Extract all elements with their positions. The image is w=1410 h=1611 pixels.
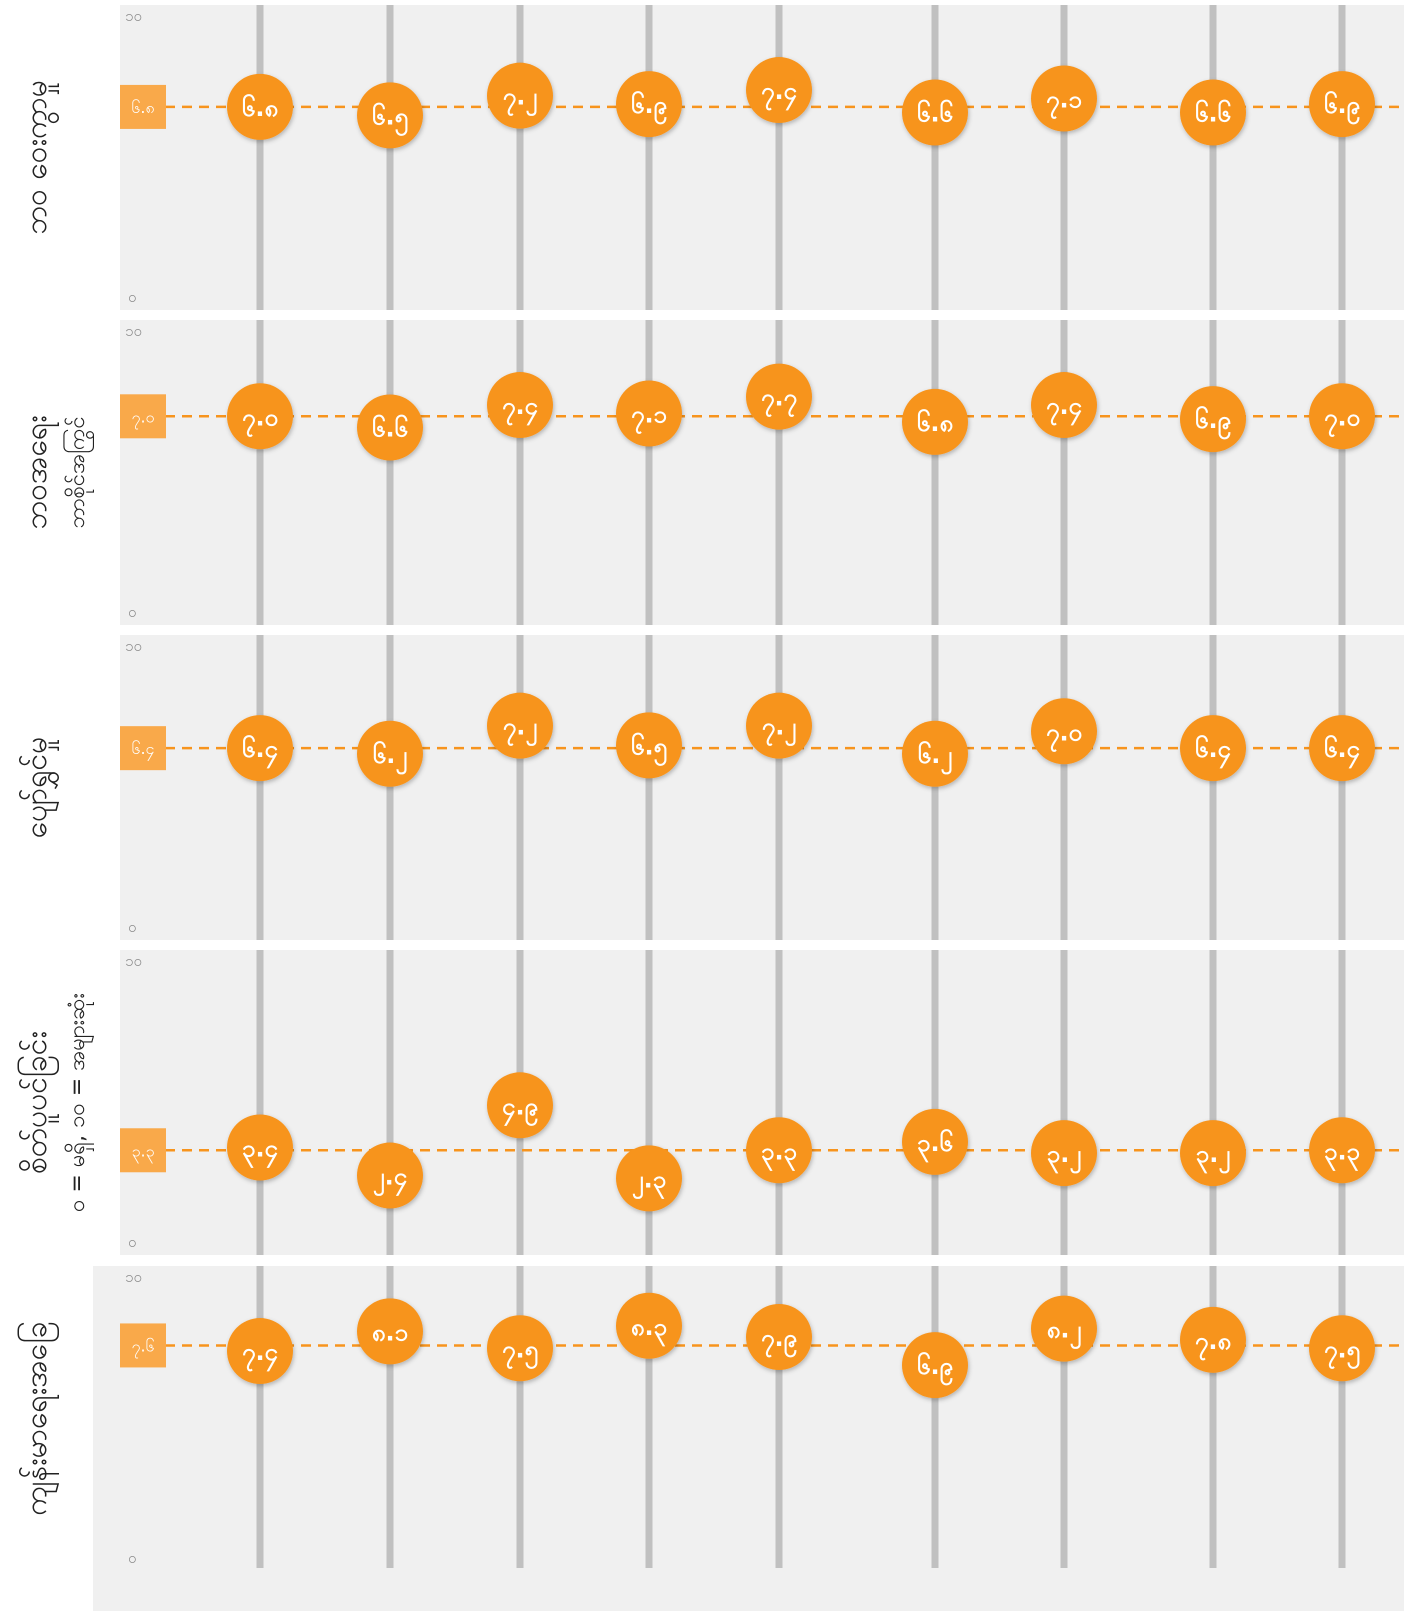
panel-background [120, 635, 1404, 940]
data-label: ၆.၆ [372, 414, 408, 443]
data-point [616, 1292, 682, 1359]
panel-background [120, 950, 1404, 1255]
data-label: ၆.၈ [242, 93, 278, 122]
average-badge [120, 1323, 166, 1368]
y-tick-min: ၀ [128, 603, 136, 621]
average-label: ၇.၀ [131, 407, 154, 429]
data-point [1180, 1120, 1246, 1187]
data-point [227, 1114, 293, 1181]
data-label: ၆.၆ [917, 99, 953, 128]
data-point [1031, 698, 1097, 765]
data-point [357, 1142, 423, 1209]
y-tick-max: ၁၀ [125, 1268, 142, 1286]
data-point [746, 57, 812, 124]
y-tick-max: ၁၀ [125, 952, 142, 970]
data-point [746, 1304, 812, 1371]
average-label: ၆.၈ [131, 98, 154, 117]
data-point [902, 1332, 968, 1399]
data-point [487, 62, 553, 129]
y-tick-min: ၀ [128, 1549, 136, 1567]
y-tick-min: ၀ [128, 918, 136, 936]
y-tick-max: ၁၀ [125, 322, 142, 340]
data-point [616, 1145, 682, 1212]
y-tick-max: ၁၀ [125, 7, 142, 25]
data-label: ၈.၁ [372, 1318, 408, 1346]
average-badge [120, 394, 166, 439]
average-badge [120, 84, 166, 129]
row-label: ဘဝ ဝေးကွာမှု [19, 80, 60, 235]
average-label: ၆.၄ [131, 739, 154, 761]
row-label: ဘဝအရေး [19, 415, 60, 529]
data-point [902, 720, 968, 787]
data-point [227, 715, 293, 782]
data-point [616, 380, 682, 447]
data-point [487, 372, 553, 439]
data-point [1031, 372, 1097, 439]
data-point [1180, 386, 1246, 453]
row-label: စိတ်ပူပင်ခြင်း [17, 1031, 60, 1174]
data-point [746, 1117, 812, 1184]
data-point [227, 1318, 293, 1385]
data-point [746, 363, 812, 430]
average-badge [120, 1128, 166, 1173]
data-point [1309, 383, 1375, 450]
row-label: ပျော်ရွှင်မှု [19, 737, 60, 838]
data-point [357, 720, 423, 787]
data-point [357, 1298, 423, 1365]
average-label: ၃.၃ [131, 1141, 154, 1163]
row-sublabel: ဘာစိုင်အကြွင် [63, 416, 94, 528]
data-label: ၆.၆ [1195, 99, 1231, 128]
data-point [1180, 715, 1246, 782]
data-point [616, 71, 682, 138]
data-point [357, 82, 423, 149]
data-point [357, 394, 423, 461]
data-point [902, 1108, 968, 1175]
data-point [487, 1315, 553, 1382]
data-point [227, 383, 293, 450]
data-point [1180, 79, 1246, 146]
data-point [616, 712, 682, 779]
data-point [227, 73, 293, 140]
data-point [1309, 1117, 1375, 1184]
data-point [1309, 71, 1375, 138]
y-tick-min: ၀ [128, 288, 136, 306]
y-tick-min: ၀ [128, 1233, 136, 1251]
panel-background [120, 5, 1404, 310]
data-point [487, 1072, 553, 1139]
data-point [1309, 715, 1375, 782]
average-label: ၇.၆ [131, 1336, 154, 1358]
data-point [902, 388, 968, 455]
data-label: ၆.၈ [917, 408, 953, 437]
row-label: ကျန်းမာရေးအခြေ [17, 1321, 60, 1515]
data-point [1180, 1306, 1246, 1373]
average-badge [120, 726, 166, 771]
data-point [1031, 1120, 1097, 1187]
data-point [902, 79, 968, 146]
data-point [1031, 1295, 1097, 1362]
data-point [1309, 1315, 1375, 1382]
y-tick-max: ၁၀ [125, 637, 142, 655]
data-point [487, 692, 553, 759]
row-sublabel: ၀ = မရှိ, ၁၀ = အများဆုံး [64, 993, 95, 1212]
data-point [746, 692, 812, 759]
data-point [1031, 65, 1097, 132]
